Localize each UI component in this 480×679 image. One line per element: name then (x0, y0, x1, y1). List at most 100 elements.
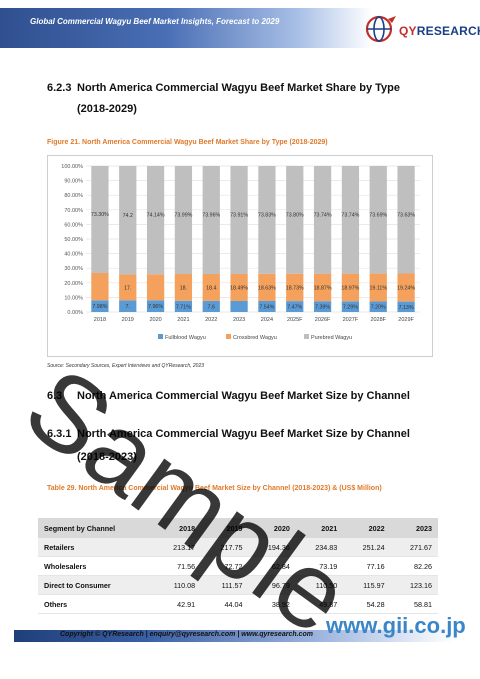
bar-segment (313, 301, 332, 312)
footer-copyright: Copyright © QYResearch | enquiry@qyresea… (60, 631, 313, 638)
x-tick-label: 2019 (122, 317, 134, 323)
data-label: 7.6 (208, 304, 215, 310)
table-cell: 62.84 (248, 556, 296, 576)
bar-segment (230, 273, 248, 301)
data-label: 73.99% (174, 213, 192, 219)
table-cell: 42.91 (153, 594, 202, 614)
table-cell: Others (38, 594, 154, 614)
data-label: 18.4 (206, 285, 216, 291)
bar-segment (146, 300, 165, 312)
legend-swatch (158, 334, 163, 339)
table-cell: 72.72 (201, 556, 249, 576)
data-label: 73.69% (369, 212, 387, 218)
data-label: 7.54% (259, 304, 274, 310)
figure-caption: Figure 21. North America Commercial Wagy… (47, 139, 328, 146)
data-label: 18. (180, 285, 187, 291)
table-cell: 217.75 (201, 538, 249, 557)
table-cell: 49.87 (295, 594, 344, 614)
chart-svg: 0.00% 10.00% 20.00% 30.00% 40.00% 50.00% 60.00… (61, 164, 420, 341)
section-subtitle-6-3-1: (2018-2023) (77, 451, 137, 463)
bar-segment (341, 166, 360, 274)
data-label: 7.96% (148, 304, 163, 310)
legend-label: Crossbred Wagyu (233, 335, 277, 341)
footer-band (14, 630, 454, 642)
table-cell: 54.28 (343, 594, 391, 614)
table-cell: Direct to Consumer (38, 575, 154, 595)
data-label: 18.49% (230, 285, 248, 291)
bar-segment (91, 273, 109, 301)
bar-segment (397, 301, 415, 312)
bar-segment (146, 166, 165, 275)
bar-segment (286, 166, 304, 274)
data-label: 73.63% (397, 212, 415, 218)
y-tick-label: 80.00% (64, 193, 83, 199)
table-cell: 110.50 (295, 575, 344, 595)
bar-segment (369, 273, 387, 302)
table-cell: 44.04 (201, 594, 249, 614)
qyresearch-logo: QYRESEARCH (363, 14, 480, 46)
page-footer: Copyright © QYResearch | enquiry@qyresea… (14, 630, 454, 642)
x-tick-label: 2018 (94, 317, 106, 323)
legend-label: Purebred Wagyu (311, 335, 352, 341)
table-cell: 96.79 (248, 575, 296, 595)
y-tick-label: 90.00% (64, 179, 83, 185)
bar-segment (286, 273, 304, 302)
data-label: 7.98% (92, 304, 107, 310)
bar-segment (341, 301, 360, 312)
data-label: 73.30% (91, 212, 109, 218)
data-label: 73.83% (258, 213, 276, 219)
bar-segment (258, 273, 276, 301)
data-label: 74.14% (147, 213, 165, 219)
bar-segment (202, 273, 220, 301)
col-header: 2022 (343, 518, 391, 538)
bar-segment (313, 273, 332, 302)
y-tick-label: 10.00% (64, 295, 83, 301)
bar-segment (397, 273, 415, 302)
table-cell: 115.97 (343, 575, 391, 595)
market-size-table: Segment by Channel 2018 2019 2020 2021 2… (38, 518, 438, 614)
data-label: 7.71% (176, 304, 191, 310)
col-header: 2019 (201, 518, 249, 538)
data-label: 18.97% (341, 286, 359, 292)
table-cell: 213.17 (153, 538, 202, 557)
table-row: Others 42.91 44.04 38.92 49.87 54.28 58.… (38, 594, 438, 614)
table-cell: 82.26 (390, 556, 438, 576)
table-cell: 110.08 (153, 575, 202, 595)
bar-segment (397, 166, 415, 274)
bar-segment (369, 301, 387, 312)
data-label: 7.47% (287, 305, 302, 311)
table-row: Retailers 213.17 217.75 194.36 234.83 25… (38, 538, 438, 557)
section-heading-6-2-3: 6.2.3 North America Commercial Wagyu Beef… (47, 82, 400, 94)
y-tick-label: 30.00% (64, 266, 83, 272)
bar-segment (202, 300, 220, 312)
col-header: Segment by Channel (38, 518, 154, 538)
data-label: 73.91% (230, 213, 248, 219)
bar-segment (119, 300, 137, 312)
col-header: 2018 (153, 518, 202, 538)
bar-segment (119, 274, 137, 301)
logo-wordmark: QYRESEARCH (399, 24, 480, 38)
bar-segment (174, 166, 193, 275)
x-tick-label: 2026F (315, 317, 331, 323)
data-label: 7.29% (343, 305, 358, 311)
data-label: 73.74% (341, 212, 359, 218)
source-note: Source: Secondary Sources, Expert Interv… (47, 363, 205, 369)
table-row: Wholesalers 71.56 72.72 62.84 73.19 77.1… (38, 556, 438, 576)
bar-segment (174, 274, 193, 301)
table-cell: 271.67 (390, 538, 438, 557)
page-header: Global Commercial Wagyu Beef Market Insi… (0, 0, 480, 60)
y-tick-label: 40.00% (64, 252, 83, 258)
y-tick-label: 20.00% (64, 281, 83, 287)
globe-icon (365, 15, 396, 43)
x-tick-label: 2022 (205, 317, 217, 323)
table-cell: 58.81 (390, 594, 438, 614)
data-label: 73.74% (314, 212, 332, 218)
bar-segment (230, 166, 248, 274)
data-label: 18.73% (286, 285, 304, 291)
col-header: 2020 (248, 518, 296, 538)
bar-segment (146, 274, 165, 301)
table-cell: 38.92 (248, 594, 296, 614)
x-tick-label: 2020 (149, 317, 161, 323)
data-label: 7. (126, 304, 130, 310)
table-caption: Table 29. North America Commercial Wagyu… (47, 485, 382, 492)
